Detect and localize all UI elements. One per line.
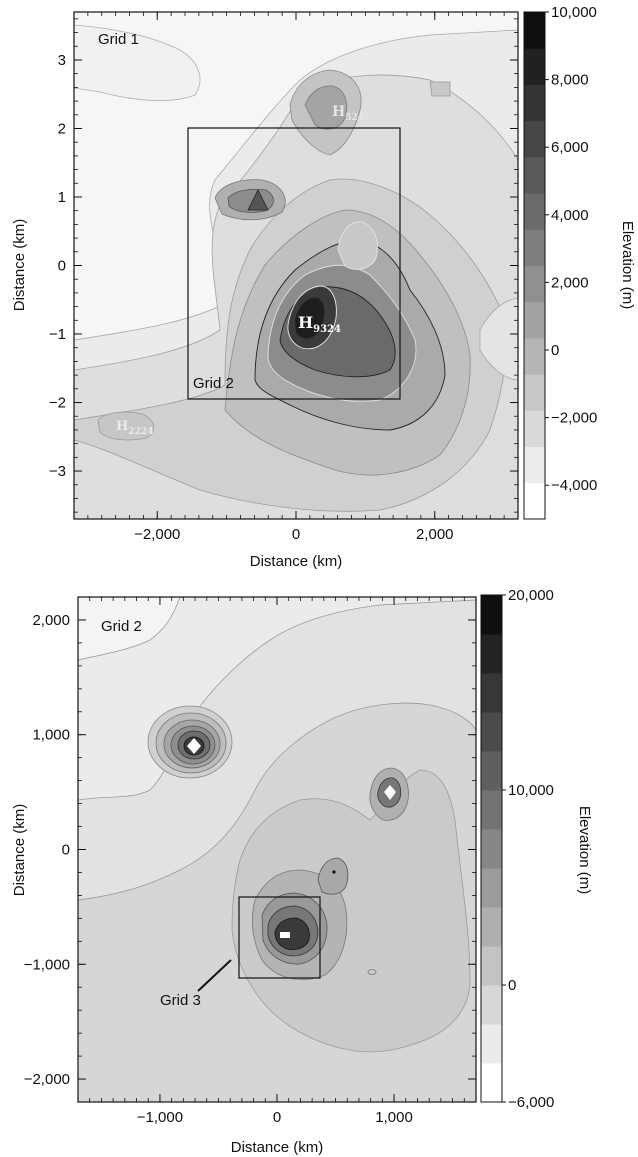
colorbar-tick-label: 10,000 [508,782,554,799]
colorbar-band [481,907,502,947]
contour-field-grid2 [78,597,476,1102]
y-tick-label: 0 [58,258,66,275]
colorbar-band [481,946,502,986]
colorbar-tick-label: 4,000 [551,207,589,224]
colorbar-band [524,410,545,448]
y-tick-label: −2,000 [24,1071,70,1088]
colorbar-band [481,595,502,635]
colorbar-frame [480,594,503,1103]
colorbar-band [524,12,545,49]
colorbar-tick-label: 8,000 [551,72,589,89]
colorbar-frame [523,11,546,520]
panel-grid1: −2,000 0 2,000 3 2 1 0 −1 −2 −3 H9324 H5247 H2224… [11,4,636,570]
y-tick-label: 2 [58,120,66,137]
colorbar-tick-label: 2,000 [551,274,589,291]
panel-grid2: −1,000 0 1,000 2,000 1,000 0 −1,000 −2,000 Grid… [11,587,593,1156]
colorbar-tick-label: −4,000 [551,477,597,494]
colorbar-band [481,1024,502,1064]
colorbar-grid1: 10,000 8,000 6,000 4,000 2,000 0 −2,000 −4,000 [523,4,597,520]
ticks-grid1: −2,000 0 2,000 3 2 1 0 −1 −2 −3 [49,12,519,543]
colorbar-band [481,751,502,791]
colorbar-band [524,337,545,375]
colorbar-band [524,120,545,158]
colorbar-band [481,868,502,908]
y-tick-label: −2 [49,395,66,412]
colorbar-tick-label: 0 [551,342,559,359]
colorbar-band [481,712,502,752]
inset-box-label-grid2: Grid 2 [193,375,234,392]
contour-field-grid1 [74,12,518,519]
inset-box-label-grid3: Grid 3 [160,992,201,1009]
peak-label-main: H9324 [298,313,341,335]
northwest-peak [147,705,233,779]
inset-box-grid2 [187,127,401,400]
colorbar-tick-label: 20,000 [508,587,554,604]
y-tick-label: 1,000 [32,727,70,744]
colorbar-tick-label: 6,000 [551,139,589,156]
inset-pointer-grid3 [197,959,232,992]
y-tick-label: −1 [49,326,66,343]
x-tick-label: 0 [292,526,300,543]
colorbar-band [524,482,545,520]
colorbar-title-grid1: Elevation (m) [619,221,636,309]
colorbar-band [524,265,545,303]
colorbar-grid2: 20,000 10,000 0 −6,000 [480,587,554,1111]
colorbar-band [481,790,502,830]
colorbar-tick-label: 0 [508,977,516,994]
colorbar-band [481,673,502,713]
y-tick-label: 0 [62,842,70,859]
colorbar-band [524,84,545,122]
colorbar-band [481,829,502,869]
y-tick-label: −3 [49,463,66,480]
y-tick-label: 1 [58,189,66,206]
colorbar-band [524,446,545,484]
x-tick-label: 0 [273,1109,281,1126]
colorbar-band [524,48,545,85]
x-tick-label: −2,000 [134,526,180,543]
y-tick-label: −1,000 [24,956,70,973]
y-tick-label: 2,000 [32,612,70,629]
peak-label-north: H5247 [332,104,370,123]
x-tick-label: 2,000 [416,526,454,543]
colorbar-title-grid2: Elevation (m) [576,806,593,894]
colorbar-tick-label: 10,000 [551,4,597,21]
x-tick-label: −1,000 [137,1109,183,1126]
inset-box-grid3 [238,896,321,979]
colorbar-band [524,374,545,411]
y-tick-label: 3 [58,52,66,69]
peak-label-southwest: H2224 [116,419,153,437]
x-axis-title-grid1: Distance (km) [250,553,343,570]
colorbar-band [524,156,545,194]
colorbar-band [481,1063,502,1103]
panel-label-grid1: Grid 1 [98,31,139,48]
colorbar-band [481,634,502,674]
y-axis-title-grid1: Distance (km) [11,219,28,312]
colorbar-band [524,193,545,230]
y-axis-title-grid2: Distance (km) [11,804,28,897]
colorbar-tick-label: −2,000 [551,410,597,427]
ticks-grid2: −1,000 0 1,000 2,000 1,000 0 −1,000 −2,000 [24,596,477,1126]
colorbar-band [524,229,545,266]
x-axis-title-grid2: Distance (km) [231,1139,324,1156]
panel-label-grid2: Grid 2 [101,618,142,635]
colorbar-band [524,301,545,339]
x-tick-label: 1,000 [375,1109,413,1126]
colorbar-band [481,985,502,1025]
colorbar-tick-label: −6,000 [508,1094,554,1111]
